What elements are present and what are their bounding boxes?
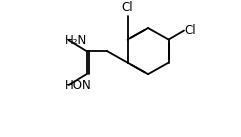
Text: Cl: Cl <box>185 24 196 37</box>
Text: N: N <box>82 79 91 92</box>
Text: HO: HO <box>65 79 83 92</box>
Text: H₂N: H₂N <box>65 34 87 47</box>
Text: Cl: Cl <box>122 1 133 14</box>
